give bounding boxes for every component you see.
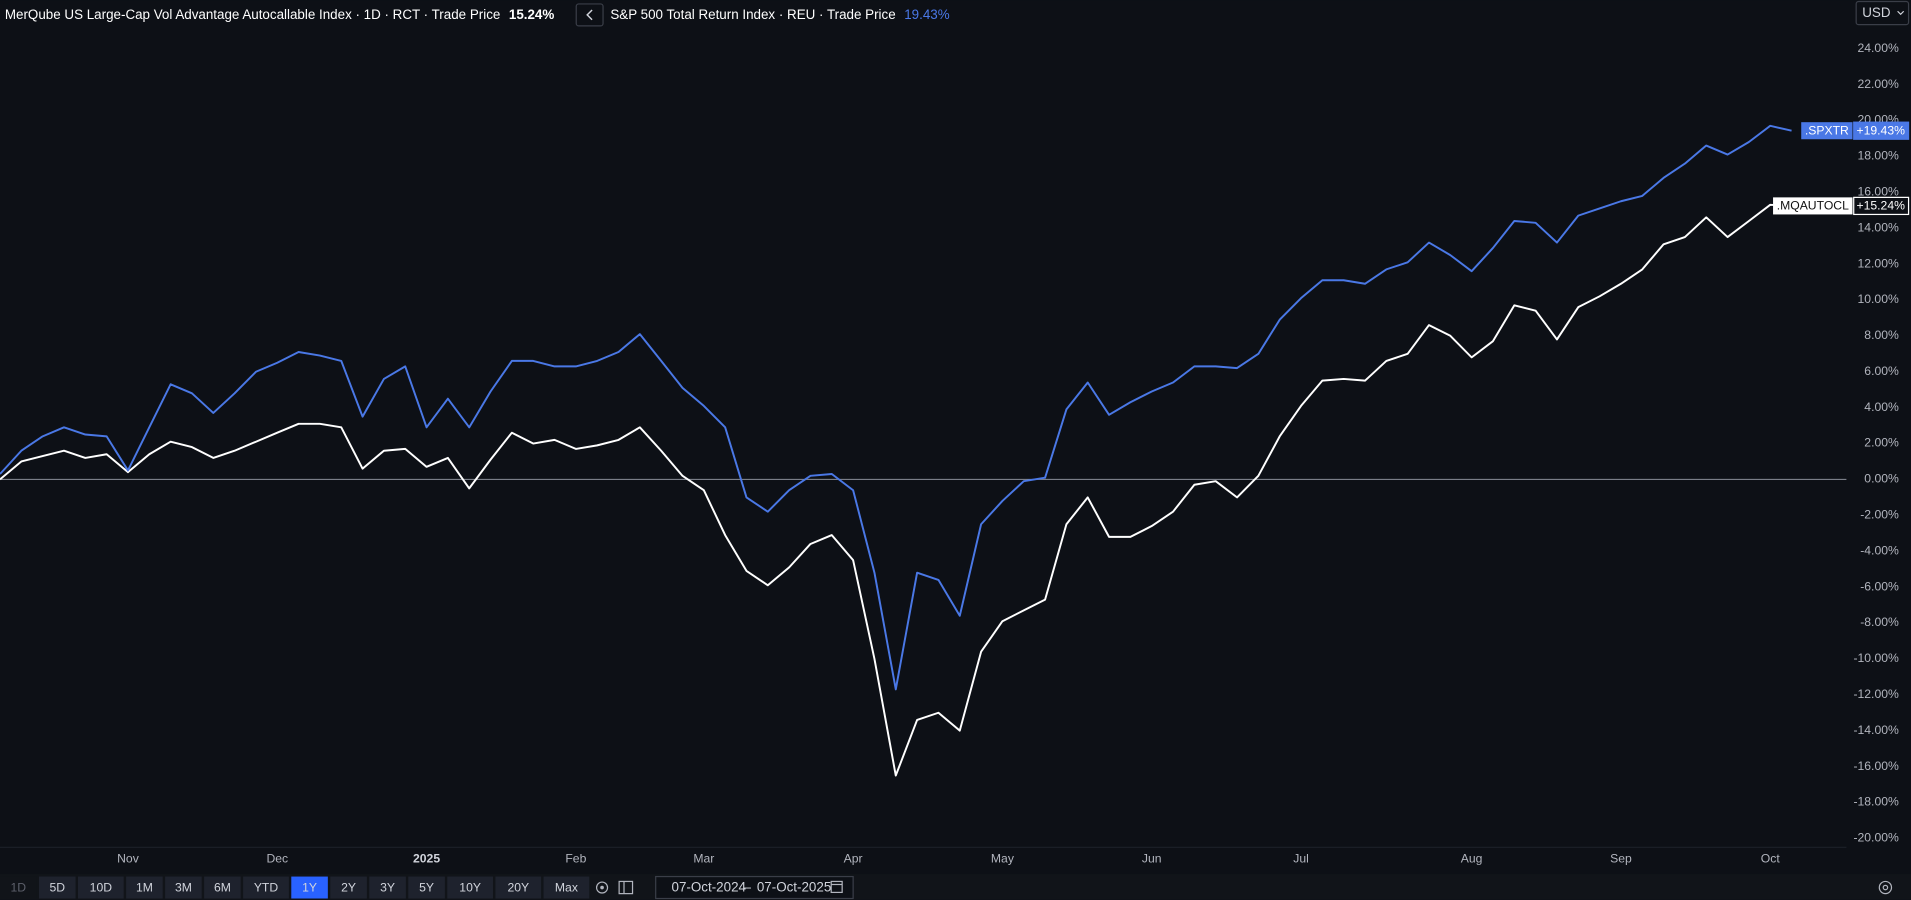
y-tick-label: -20.00% (1853, 831, 1899, 845)
collapse-chevron[interactable] (586, 9, 593, 21)
range-button[interactable] (39, 876, 76, 899)
y-tick-label: 14.00% (1858, 220, 1899, 234)
range-button-label[interactable]: 5Y (419, 880, 434, 894)
range-button-label[interactable]: 3M (175, 880, 192, 894)
table-icon[interactable] (618, 880, 634, 895)
range-button[interactable] (165, 876, 202, 899)
range-button-label[interactable]: YTD (254, 880, 279, 894)
x-tick-label: 2025 (413, 852, 440, 866)
series-line (0, 124, 1792, 691)
legend-value: 15.24% (509, 7, 555, 22)
range-button[interactable] (408, 876, 445, 899)
y-tick-label: 2.00% (1864, 436, 1899, 450)
range-button[interactable] (330, 876, 367, 899)
series-ticker-box (1801, 122, 1853, 140)
range-button-label[interactable]: 2Y (341, 880, 356, 894)
legend-value: 19.43% (904, 7, 950, 22)
range-button-label[interactable]: 5D (50, 880, 66, 894)
range-button-label[interactable]: 10Y (459, 880, 481, 894)
currency-label[interactable]: USD (1862, 5, 1891, 20)
y-tick-label: 22.00% (1858, 77, 1899, 91)
settings-icon[interactable] (1878, 880, 1893, 895)
range-button[interactable] (0, 876, 37, 899)
range-button[interactable] (495, 876, 542, 899)
last-value-box (1853, 121, 1910, 140)
range-button-label[interactable]: 1Y (302, 880, 317, 894)
date-range-box[interactable] (655, 875, 854, 900)
range-button[interactable] (204, 876, 241, 899)
y-tick-label: 16.00% (1858, 184, 1899, 198)
y-tick-label: -16.00% (1853, 759, 1899, 773)
last-value-label: +19.43% (1857, 124, 1906, 138)
toolbar-icons[interactable] (595, 880, 634, 895)
range-button[interactable] (447, 876, 493, 899)
range-button[interactable] (543, 876, 590, 899)
currency-box[interactable] (1855, 0, 1910, 26)
x-tick-label: Sep (1610, 852, 1632, 866)
y-tick-label: 4.00% (1864, 400, 1899, 414)
y-tick-label: 10.00% (1858, 292, 1899, 306)
last-value-label: +15.24% (1857, 199, 1906, 213)
x-tick-label: May (991, 852, 1015, 866)
legend-name: MerQube US Large-Cap Vol Advantage Autoc… (5, 7, 500, 22)
settings-icon-core[interactable] (1882, 884, 1889, 891)
currency-chevron[interactable] (1897, 10, 1905, 16)
compare-icon-dot[interactable] (600, 885, 604, 890)
y-tick-label: 18.00% (1858, 149, 1899, 163)
y-tick-label: -2.00% (1860, 508, 1899, 522)
range-button[interactable] (126, 876, 163, 899)
y-tick-label: -6.00% (1860, 579, 1899, 593)
date-range[interactable]: 07-Oct-2024 – 07-Oct-2025 (655, 875, 854, 900)
series-ticker: .MQAUTOCL (1777, 199, 1849, 213)
range-button[interactable] (291, 876, 328, 899)
y-tick-label: 6.00% (1864, 364, 1899, 378)
range-button-label[interactable]: 10D (90, 880, 113, 894)
last-value-box (1853, 196, 1910, 216)
x-tick-label: Dec (266, 852, 288, 866)
x-tick-label: Apr (844, 852, 863, 866)
y-tick-label: -14.00% (1853, 723, 1899, 737)
x-tick-label: Jul (1293, 852, 1309, 866)
y-tick-label: 8.00% (1864, 328, 1899, 342)
compare-icon[interactable] (595, 881, 609, 894)
range-button-label[interactable]: 3Y (380, 880, 395, 894)
range-button[interactable] (243, 876, 289, 899)
y-tick-label: 24.00% (1858, 41, 1899, 55)
range-button-label[interactable]: 6M (214, 880, 231, 894)
series-ticker-box (1773, 197, 1853, 215)
date-separator[interactable]: – (743, 880, 751, 895)
x-tick-label: Oct (1761, 852, 1781, 866)
legend-name: S&P 500 Total Return Index · REU · Trade… (610, 7, 895, 22)
y-tick-label: -4.00% (1860, 543, 1899, 557)
x-tick-label: Nov (117, 852, 140, 866)
y-tick-label: 0.00% (1864, 472, 1899, 486)
calendar-icon[interactable] (830, 880, 843, 894)
range-button[interactable] (78, 876, 124, 899)
range-button[interactable] (369, 876, 406, 899)
range-button-label[interactable]: Max (555, 880, 578, 894)
date-from[interactable]: 07-Oct-2024 (672, 880, 747, 895)
currency-button[interactable]: USD (1855, 0, 1910, 26)
y-tick-label: 12.00% (1858, 256, 1899, 270)
collapse-button[interactable] (575, 3, 604, 27)
y-tick-label: -10.00% (1853, 651, 1899, 665)
range-button-label[interactable]: 1M (136, 880, 153, 894)
y-tick-label: -18.00% (1853, 795, 1899, 809)
range-button-label[interactable]: 20Y (507, 880, 529, 894)
x-tick-label: Feb (565, 852, 586, 866)
date-to[interactable]: 07-Oct-2025 (757, 880, 831, 895)
y-tick-label: -8.00% (1860, 615, 1899, 629)
y-tick-label: -12.00% (1853, 687, 1899, 701)
x-tick-label: Mar (693, 852, 714, 866)
range-button-label[interactable]: 1D (11, 880, 27, 894)
x-tick-label: Jun (1142, 852, 1162, 866)
settings-button[interactable] (1878, 880, 1893, 895)
series-ticker: .SPXTR (1805, 124, 1849, 138)
x-tick-label: Aug (1461, 852, 1483, 866)
series-line (0, 203, 1792, 777)
